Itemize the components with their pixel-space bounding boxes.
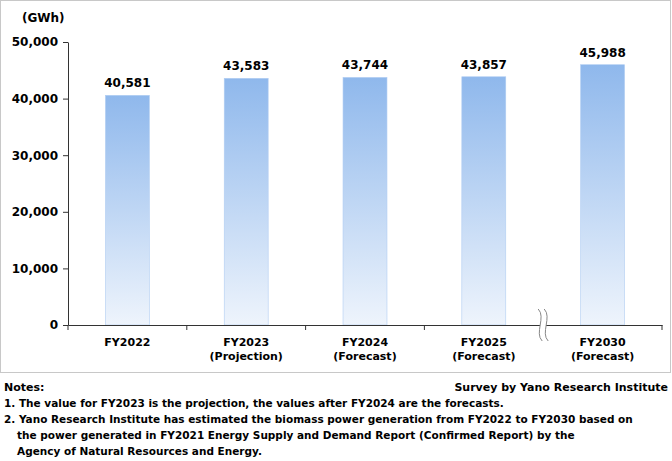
y-tick: 30,000 <box>12 149 68 163</box>
data-label: 40,581 <box>104 76 150 90</box>
y-tick: 10,000 <box>12 262 68 276</box>
data-label: 45,988 <box>579 46 625 60</box>
x-tick-label-line: FY2030 <box>580 336 626 349</box>
y-tick-label: 50,000 <box>12 35 58 49</box>
source: Survey by Yano Research Institute <box>454 381 668 394</box>
x-tick-label-line: (Forecast) <box>452 350 515 363</box>
y-tick: 20,000 <box>12 205 68 219</box>
x-tick-label-line: FY2024 <box>342 336 388 349</box>
category-separator <box>424 325 425 330</box>
chart-frame <box>1 1 671 373</box>
chart-svg: 0 10,000 20,000 30,000 40,000 50,000 (GWh) FY20… <box>0 0 672 461</box>
bar <box>462 77 506 325</box>
y-axis: 0 10,000 20,000 30,000 40,000 50,000 <box>12 35 69 332</box>
bar <box>105 95 149 325</box>
y-tick: 0 <box>50 318 68 332</box>
y-tick: 40,000 <box>12 92 68 106</box>
x-tick: FY2030(Forecast) <box>571 336 634 363</box>
x-tick: FY2024(Forecast) <box>333 336 396 363</box>
y-tick-label: 0 <box>50 318 58 332</box>
y-tick-label: 20,000 <box>12 205 58 219</box>
bars <box>105 65 624 325</box>
y-tick-label: 40,000 <box>12 92 58 106</box>
x-tick-label-line: (Projection) <box>210 350 283 363</box>
x-axis: FY2022FY2023(Projection)FY2024(Forecast)… <box>69 326 663 364</box>
bar <box>343 77 387 325</box>
y-tick-mark <box>63 325 68 326</box>
data-label: 43,583 <box>223 59 269 73</box>
category-separator <box>662 325 663 330</box>
x-tick: FY2022 <box>104 336 150 349</box>
x-tick: FY2025(Forecast) <box>452 336 515 363</box>
y-tick-mark <box>63 155 68 156</box>
x-tick-label-line: (Forecast) <box>571 350 634 363</box>
x-tick-label-line: (Forecast) <box>333 350 396 363</box>
note: 1. The value for FY2023 is the projectio… <box>4 397 504 409</box>
data-label: 43,857 <box>461 58 507 72</box>
y-axis-line <box>68 43 69 326</box>
note: Agency of Natural Resources and Energy. <box>17 445 262 457</box>
x-axis-line <box>69 325 663 326</box>
x-tick-label: FY2030(Forecast) <box>571 336 634 363</box>
y-tick-label: 10,000 <box>12 262 58 276</box>
x-tick-label: FY2025(Forecast) <box>452 336 515 363</box>
x-tick-label-line: FY2023 <box>223 336 269 349</box>
axis-break-fill <box>538 309 548 341</box>
x-tick-label: FY2024(Forecast) <box>333 336 396 363</box>
axis-break <box>544 309 548 341</box>
y-tick-label: 30,000 <box>12 149 58 163</box>
axis-break <box>538 309 542 341</box>
x-tick: FY2023(Projection) <box>210 336 283 363</box>
y-tick-mark <box>63 212 68 213</box>
y-tick: 50,000 <box>12 35 68 49</box>
notes-title: Notes: <box>4 381 44 394</box>
x-tick-label: FY2023(Projection) <box>210 336 283 363</box>
bar <box>224 78 268 325</box>
category-separator <box>186 325 187 330</box>
y-tick-mark <box>63 99 68 100</box>
category-separator <box>305 325 306 330</box>
bar <box>581 65 625 325</box>
chart-container: 0 10,000 20,000 30,000 40,000 50,000 (GWh) FY20… <box>0 0 672 461</box>
x-tick-label: FY2022 <box>104 336 150 349</box>
data-label: 43,744 <box>342 58 388 72</box>
y-tick-mark <box>63 268 68 269</box>
note: 2. Yano Research Institute has estimated… <box>4 413 633 425</box>
y-axis-label: (GWh) <box>22 11 65 25</box>
y-tick-mark <box>63 42 68 43</box>
category-separator <box>68 325 69 330</box>
x-tick-label-line: FY2022 <box>104 336 150 349</box>
x-tick-label-line: FY2025 <box>461 336 507 349</box>
note: the power generated in FY2021 Energy Sup… <box>17 429 575 441</box>
